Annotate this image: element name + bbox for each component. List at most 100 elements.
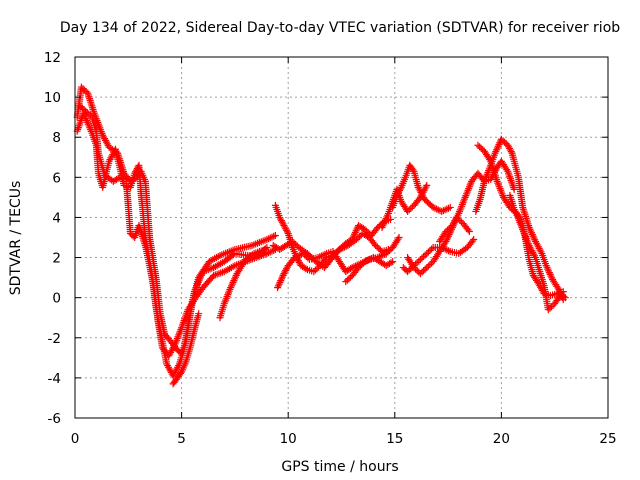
data-point — [423, 250, 431, 258]
data-point — [321, 250, 329, 258]
data-point — [266, 234, 274, 242]
data-point — [510, 185, 518, 193]
data-point — [292, 253, 300, 261]
data-point — [559, 288, 567, 296]
data-point — [342, 278, 350, 286]
data-point — [418, 268, 426, 276]
data-point — [361, 225, 369, 233]
data-point — [476, 143, 484, 151]
y-tick-label: 12 — [44, 50, 61, 66]
data-point — [477, 144, 485, 152]
data-points — [73, 83, 569, 388]
data-point — [291, 254, 299, 262]
data-point — [537, 248, 545, 256]
data-point — [394, 190, 402, 198]
data-point — [420, 267, 428, 275]
data-point — [317, 252, 325, 260]
data-point — [421, 251, 429, 259]
data-point — [423, 264, 431, 272]
data-point — [281, 223, 289, 231]
data-point — [415, 257, 423, 265]
x-tick-label: 15 — [386, 431, 403, 447]
data-point — [265, 235, 273, 243]
data-point — [507, 148, 515, 156]
data-point — [434, 206, 442, 214]
data-point — [506, 146, 514, 154]
data-point — [268, 247, 276, 255]
data-point — [277, 215, 285, 223]
data-point — [445, 224, 453, 232]
data-point — [468, 237, 476, 245]
data-point — [531, 252, 539, 260]
data-point — [474, 141, 482, 149]
data-point — [280, 270, 288, 278]
data-point — [544, 306, 552, 314]
data-point — [278, 218, 286, 226]
data-point — [292, 241, 300, 249]
y-axis-label: SDTVAR / TECUs — [8, 181, 24, 296]
data-point — [412, 265, 420, 273]
data-point — [387, 259, 395, 267]
data-point — [506, 144, 514, 152]
y-tick-label: -6 — [48, 411, 61, 427]
data-point — [537, 283, 545, 291]
data-point — [343, 276, 351, 284]
data-point — [281, 268, 289, 276]
data-point — [358, 261, 366, 269]
data-point — [387, 215, 395, 223]
data-point — [431, 204, 439, 212]
data-point — [366, 255, 374, 263]
data-point — [271, 231, 279, 239]
data-point — [389, 258, 397, 266]
y-tick-label: 4 — [52, 210, 61, 226]
y-tick-label: 0 — [52, 291, 61, 307]
y-tick-label: -4 — [48, 371, 61, 387]
data-point — [295, 258, 303, 266]
data-point — [363, 227, 371, 235]
x-axis-label: GPS time / hours — [281, 459, 398, 475]
data-point — [416, 270, 424, 278]
data-point — [405, 266, 413, 274]
data-point — [548, 303, 556, 311]
data-point — [263, 236, 271, 244]
data-point — [375, 245, 383, 253]
data-point — [404, 268, 412, 276]
data-point — [348, 264, 356, 272]
y-tick-label: -2 — [48, 331, 61, 347]
data-point — [379, 251, 387, 259]
data-point — [445, 247, 453, 255]
chart-title: Day 134 of 2022, Sidereal Day-to-day VTE… — [60, 20, 620, 36]
data-point — [444, 226, 452, 234]
data-point — [279, 220, 287, 228]
data-point — [288, 238, 296, 246]
data-point — [395, 188, 403, 196]
data-point — [450, 218, 458, 226]
data-point — [443, 205, 451, 213]
data-point — [376, 246, 384, 254]
data-point — [561, 294, 569, 302]
data-point — [313, 265, 321, 273]
data-point — [441, 206, 449, 214]
data-point — [393, 191, 401, 199]
y-tick-label: 6 — [52, 170, 61, 186]
data-point — [516, 214, 524, 222]
y-tick-label: 10 — [44, 90, 61, 106]
data-point — [81, 86, 89, 94]
data-point — [373, 243, 381, 251]
series-sdtvar — [73, 83, 569, 388]
data-point — [504, 141, 512, 149]
y-tick-label: 8 — [52, 130, 61, 146]
data-point — [537, 285, 545, 293]
data-point — [470, 236, 478, 244]
data-point — [270, 232, 278, 240]
data-point — [86, 112, 94, 120]
data-point — [454, 215, 462, 223]
data-point — [497, 135, 505, 143]
data-point — [310, 268, 318, 276]
data-point — [426, 261, 434, 269]
data-point — [265, 249, 273, 257]
data-point — [407, 204, 415, 212]
data-point — [395, 187, 403, 195]
data-point — [356, 262, 364, 270]
